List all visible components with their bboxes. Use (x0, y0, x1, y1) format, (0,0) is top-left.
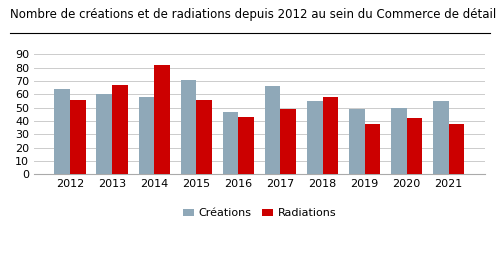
Bar (112, 85, 128, 174)
Bar (280, 109, 296, 174)
Bar (154, 65, 170, 174)
Bar (138, 97, 154, 174)
Bar (96, 94, 112, 174)
Bar (264, 86, 280, 174)
Bar (322, 97, 338, 174)
Bar (196, 100, 212, 174)
Bar (180, 80, 196, 174)
Bar (306, 101, 322, 174)
Bar (70, 100, 86, 174)
Bar (364, 124, 380, 174)
Bar (54, 89, 70, 174)
Bar (238, 117, 254, 174)
Bar (348, 109, 364, 174)
Legend: Créations, Radiations: Créations, Radiations (178, 204, 341, 223)
Bar (448, 124, 464, 174)
Text: Nombre de créations et de radiations depuis 2012 au sein du Commerce de détail: Nombre de créations et de radiations dep… (10, 8, 496, 21)
Bar (390, 108, 406, 174)
Bar (406, 118, 422, 174)
Bar (222, 112, 238, 174)
Bar (432, 101, 448, 174)
